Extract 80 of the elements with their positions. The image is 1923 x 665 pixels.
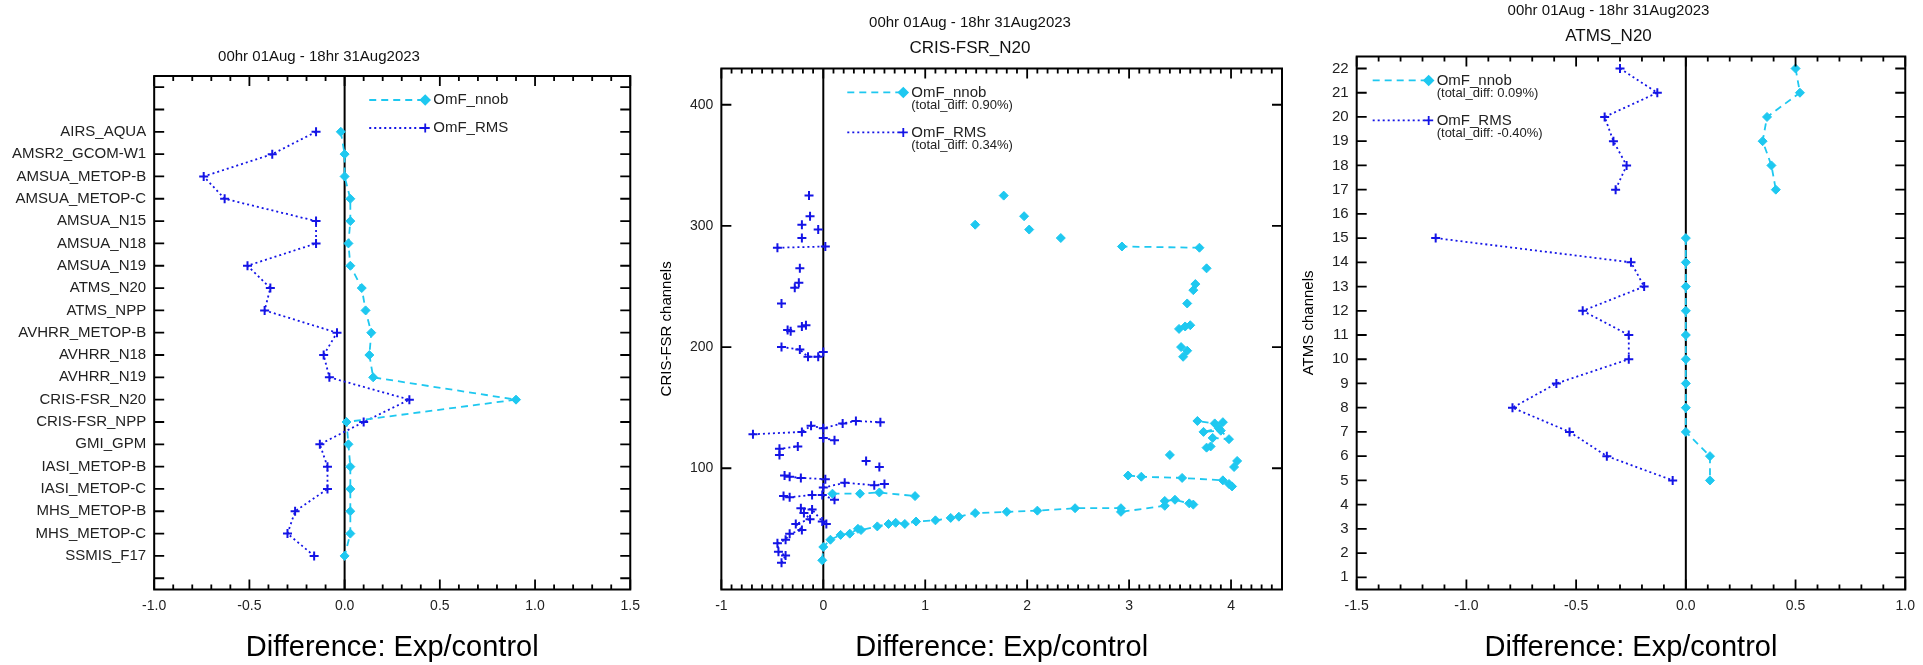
x-tick-label: 0.5 [430, 596, 450, 613]
y-tick-label: 12 [1332, 300, 1349, 318]
y-axis-title: CRIS-FSR channels [657, 261, 675, 397]
x-tick-label: 2 [1023, 596, 1032, 613]
x-tick-label: 1 [921, 596, 930, 613]
y-tick-label: AVHRR_N19 [58, 367, 147, 385]
chart-subtitle: CRIS-FSR_N20 [909, 37, 1031, 57]
y-tick-label: 21 [1332, 82, 1349, 100]
y-tick-label: 100 [690, 459, 714, 476]
y-tick-label: AVHRR_METOP-B [18, 322, 147, 340]
y-tick-label: 22 [1332, 58, 1349, 76]
x-tick-label: 1.5 [620, 596, 641, 613]
x-tick-label: 0 [819, 596, 828, 613]
y-tick-label: 5 [1340, 470, 1349, 488]
chart-title: 00hr 01Aug - 18hr 31Aug2023 [869, 13, 1071, 31]
x-tick-label: 0.0 [334, 596, 355, 613]
x-tick-label: -0.5 [1564, 596, 1589, 613]
y-tick-label: 2 [1340, 543, 1349, 561]
legend-label: OmF_nnob [1436, 70, 1512, 88]
y-tick-label: 200 [690, 337, 714, 354]
y-tick-label: GMI_GPM [75, 434, 147, 452]
chart-subtitle: ATMS_N20 [1565, 25, 1652, 45]
y-tick-label: 18 [1332, 155, 1349, 173]
y-tick-label: 400 [690, 95, 714, 112]
legend-label: OmF_RMS [1436, 110, 1512, 128]
x-tick-label: 0.5 [1785, 596, 1806, 613]
legend-label: OmF_RMS [911, 122, 987, 140]
chart-title: 00hr 01Aug - 18hr 31Aug2023 [1507, 1, 1710, 19]
x-tick-label: -1.0 [142, 596, 167, 613]
y-tick-label: 1 [1340, 567, 1349, 585]
y-tick-label: CRIS-FSR_N20 [39, 389, 147, 407]
x-axis-title: Difference: Exp/control [855, 629, 1149, 662]
y-tick-label: AMSUA_N18 [56, 233, 147, 251]
x-tick-label: 3 [1125, 596, 1134, 613]
x-tick-label: -1.5 [1344, 596, 1369, 613]
x-tick-label: 1.0 [1895, 596, 1916, 613]
y-tick-label: 16 [1332, 204, 1349, 222]
y-tick-label: CRIS-FSR_NPP [36, 412, 147, 430]
x-tick-label: 4 [1227, 596, 1236, 613]
y-tick-label: AMSR2_GCOM-W1 [11, 144, 147, 162]
y-tick-label: 11 [1333, 325, 1349, 343]
x-axis-title: Difference: Exp/control [1484, 629, 1778, 662]
y-tick-label: AMSUA_N15 [56, 211, 147, 229]
y-tick-label: AMSUA_METOP-B [16, 166, 147, 184]
y-tick-label: AMSUA_METOP-C [15, 188, 147, 206]
y-tick-label: 9 [1340, 373, 1349, 391]
y-tick-label: 19 [1332, 131, 1349, 149]
x-tick-label: -0.5 [237, 596, 262, 613]
y-tick-label: 10 [1332, 349, 1349, 367]
x-tick-label: 1.0 [525, 596, 545, 613]
y-tick-label: AVHRR_N18 [58, 345, 147, 363]
x-tick-label: -1 [715, 596, 728, 613]
legend-label: OmF_RMS [433, 118, 509, 136]
y-tick-label: 4 [1340, 494, 1349, 512]
y-tick-label: 3 [1340, 518, 1349, 536]
x-axis-title: Difference: Exp/control [245, 629, 539, 662]
y-tick-label: 7 [1340, 422, 1349, 440]
y-tick-label: MHS_METOP-C [35, 523, 147, 541]
legend-label: OmF_nnob [433, 90, 509, 108]
y-tick-label: 300 [690, 216, 714, 233]
y-tick-label: SSMIS_F17 [65, 546, 147, 564]
y-tick-label: ATMS_N20 [69, 278, 147, 296]
y-tick-label: 13 [1332, 276, 1349, 294]
y-tick-label: AMSUA_N19 [56, 255, 147, 273]
y-tick-label: IASI_METOP-B [41, 456, 147, 474]
y-tick-label: 14 [1332, 252, 1349, 270]
y-tick-label: 17 [1332, 179, 1349, 197]
y-tick-label: 20 [1332, 107, 1349, 125]
y-tick-label: IASI_METOP-C [40, 479, 147, 497]
x-tick-label: -1.0 [1454, 596, 1479, 613]
x-tick-label: 0.0 [1676, 596, 1696, 613]
y-tick-label: 15 [1332, 228, 1349, 246]
legend-label: OmF_nnob [911, 82, 987, 100]
chart-title: 00hr 01Aug - 18hr 31Aug2023 [218, 47, 420, 65]
y-tick-label: MHS_METOP-B [36, 501, 147, 519]
y-tick-label: 8 [1340, 397, 1349, 415]
y-tick-label: ATMS_NPP [66, 300, 147, 318]
y-tick-label: AIRS_AQUA [60, 121, 147, 139]
y-axis-title: ATMS channels [1299, 270, 1317, 376]
y-tick-label: 6 [1340, 446, 1349, 464]
